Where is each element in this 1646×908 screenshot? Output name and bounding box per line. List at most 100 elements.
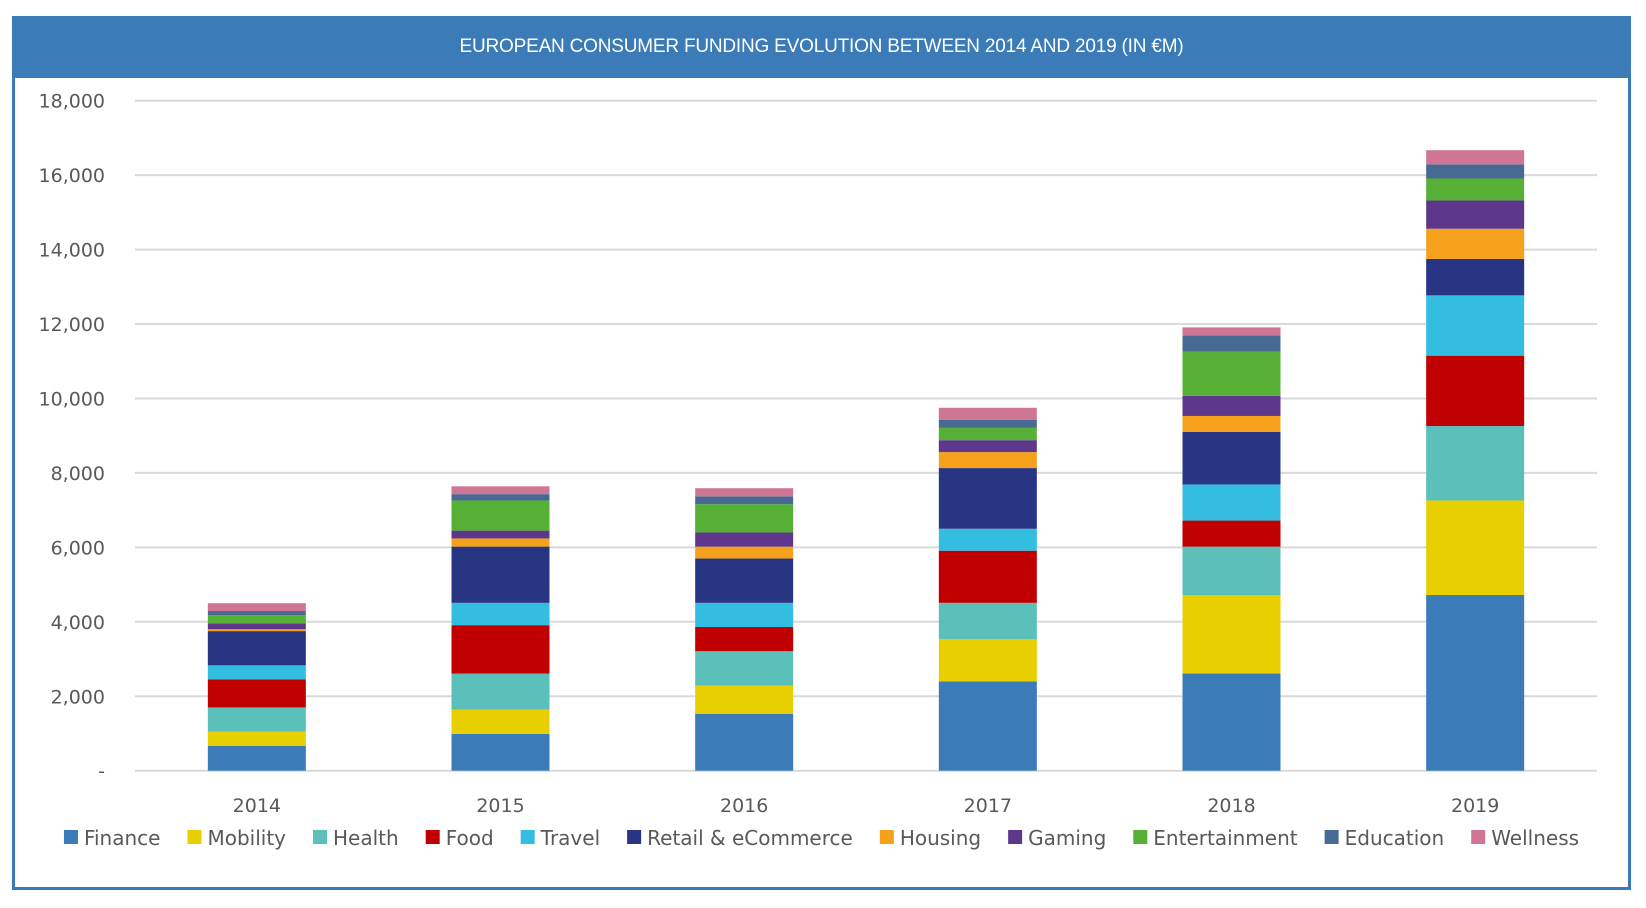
- y-tick-label: 12,000: [39, 314, 105, 336]
- bar-segment-retail-ecommerce-2017: [938, 468, 1037, 529]
- legend-item-gaming: Gaming: [1008, 826, 1106, 850]
- chart-title: EUROPEAN CONSUMER FUNDING EVOLUTION BETW…: [459, 36, 1184, 57]
- bar-segment-education-2018: [1182, 335, 1281, 352]
- bar-segment-retail-ecommerce-2019: [1426, 258, 1525, 296]
- chart-title-bar: EUROPEAN CONSUMER FUNDING EVOLUTION BETW…: [12, 16, 1631, 78]
- bar-segment-mobility-2016: [695, 685, 794, 714]
- bar-segment-finance-2016: [695, 713, 794, 771]
- legend-item-food: Food: [425, 826, 494, 850]
- bar-segment-travel-2018: [1182, 484, 1281, 521]
- legend-label: Finance: [84, 826, 161, 850]
- bar-segment-travel-2015: [451, 602, 550, 626]
- bar-segment-wellness-2014: [207, 603, 306, 612]
- bar-segment-housing-2017: [938, 452, 1037, 469]
- y-tick-label: 8,000: [51, 463, 105, 485]
- y-tick-label: 16,000: [39, 165, 105, 187]
- legend-item-housing: Housing: [879, 826, 981, 850]
- legend-swatch: [1133, 830, 1148, 844]
- chart-frame: [12, 16, 1631, 890]
- bar-segment-finance-2015: [451, 733, 550, 771]
- bar-segment-education-2014: [207, 611, 306, 616]
- legend-label: Mobility: [207, 826, 286, 850]
- bar-segment-gaming-2019: [1426, 200, 1525, 229]
- legend-swatch: [1471, 830, 1486, 844]
- legend-label: Education: [1345, 826, 1445, 850]
- bar-segment-mobility-2017: [938, 639, 1037, 682]
- bar-segment-education-2016: [695, 496, 794, 505]
- y-tick-label: 6,000: [51, 537, 105, 559]
- bar-segment-gaming-2015: [451, 530, 550, 539]
- legend-label: Entertainment: [1153, 826, 1297, 850]
- bar-segment-wellness-2016: [695, 488, 794, 497]
- bar-segment-wellness-2019: [1426, 150, 1525, 165]
- y-axis: - 2,000 4,000 6,000 8,000 10,000 12,000 14,000 1…: [39, 91, 105, 783]
- x-tick-label: 2018: [1207, 795, 1255, 817]
- legend-item-mobility: Mobility: [187, 826, 286, 850]
- bar-segment-housing-2019: [1426, 228, 1525, 259]
- legend-item-education: Education: [1324, 826, 1445, 850]
- bar-segment-education-2015: [451, 494, 550, 501]
- bar-segment-food-2018: [1182, 520, 1281, 547]
- legend-item-wellness: Wellness: [1471, 826, 1579, 850]
- bar-segment-finance-2014: [207, 745, 306, 771]
- y-tick-label: 2,000: [51, 686, 105, 708]
- x-tick-label: 2014: [233, 795, 281, 817]
- bar-segment-travel-2016: [695, 602, 794, 628]
- bar-segment-entertainment-2014: [207, 615, 306, 624]
- bar-segment-mobility-2014: [207, 731, 306, 746]
- legend-item-health: Health: [313, 826, 399, 850]
- x-tick-label: 2017: [964, 795, 1012, 817]
- legend-swatch: [627, 830, 642, 844]
- bar-segment-education-2017: [938, 419, 1037, 428]
- bar-segment-finance-2017: [938, 681, 1037, 771]
- bar-segment-health-2017: [938, 602, 1037, 640]
- x-tick-label: 2015: [476, 795, 524, 817]
- bar-segment-health-2019: [1426, 426, 1525, 501]
- bar-segment-health-2018: [1182, 546, 1281, 596]
- bar-segment-entertainment-2019: [1426, 178, 1525, 201]
- bar-segment-housing-2018: [1182, 415, 1281, 432]
- bar-segment-health-2015: [451, 673, 550, 710]
- bar-segment-wellness-2018: [1182, 327, 1281, 336]
- bar-segment-food-2019: [1426, 355, 1525, 427]
- bar-segment-entertainment-2017: [938, 427, 1037, 441]
- x-axis: 2014 2015 2016 2017 2018 2019: [233, 795, 1500, 817]
- bar-segment-entertainment-2016: [695, 504, 794, 533]
- legend-swatch: [63, 830, 78, 844]
- bar-segment-wellness-2015: [451, 486, 550, 495]
- bar-segment-finance-2018: [1182, 673, 1281, 771]
- bar-segment-housing-2014: [207, 629, 306, 632]
- bar-segment-travel-2019: [1426, 295, 1525, 356]
- bar-segment-travel-2014: [207, 665, 306, 680]
- legend-swatch: [520, 830, 535, 844]
- legend-item-travel: Travel: [520, 826, 600, 850]
- bar-segment-gaming-2014: [207, 623, 306, 630]
- y-tick-label: 14,000: [39, 240, 105, 262]
- bar-segment-health-2016: [695, 651, 794, 686]
- bar-segment-food-2014: [207, 679, 306, 708]
- legend-swatch: [1324, 830, 1339, 844]
- bar-segment-retail-ecommerce-2016: [695, 558, 794, 603]
- bar-segment-housing-2015: [451, 538, 550, 547]
- legend-label: Gaming: [1028, 826, 1106, 850]
- legend-label: Travel: [540, 826, 600, 850]
- x-tick-label: 2016: [720, 795, 768, 817]
- gridlines: [135, 99, 1597, 772]
- bar-segment-education-2019: [1426, 164, 1525, 179]
- bar-segment-health-2014: [207, 707, 306, 732]
- legend-label: Food: [446, 826, 494, 850]
- legend-item-retail-ecommerce: Retail & eCommerce: [627, 826, 853, 850]
- bar-segment-food-2016: [695, 627, 794, 652]
- y-tick-label: 10,000: [39, 388, 105, 410]
- y-tick-label: -: [98, 761, 105, 783]
- x-tick-label: 2019: [1451, 795, 1499, 817]
- legend-label: Health: [333, 826, 399, 850]
- bar-segment-entertainment-2018: [1182, 351, 1281, 396]
- legend-item-entertainment: Entertainment: [1133, 826, 1298, 850]
- bar-segment-mobility-2018: [1182, 595, 1281, 674]
- legend: Finance Mobility Health Food Travel Retail & …: [63, 826, 1579, 850]
- bar-segment-entertainment-2015: [451, 500, 550, 531]
- bar-segment-finance-2019: [1426, 595, 1525, 771]
- legend-label: Retail & eCommerce: [647, 826, 853, 850]
